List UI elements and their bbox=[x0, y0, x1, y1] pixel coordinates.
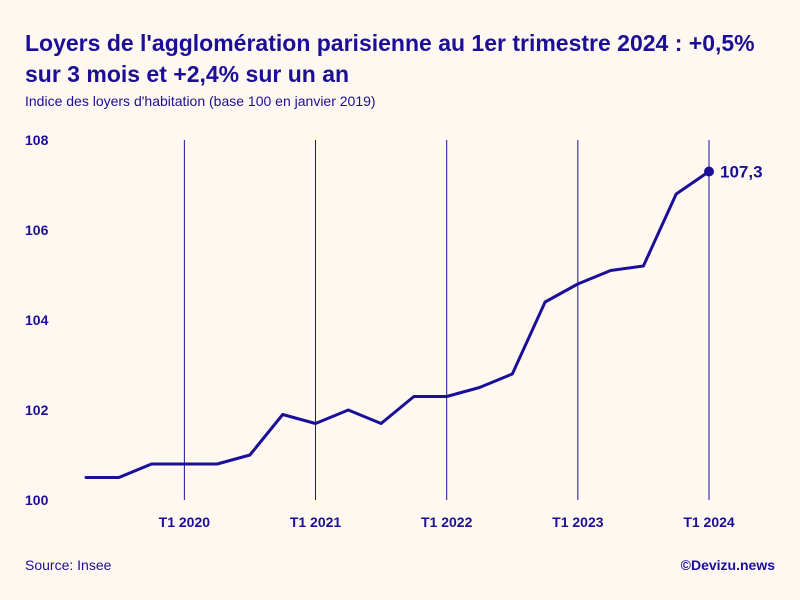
credit-link[interactable]: ©Devizu.news bbox=[680, 557, 775, 573]
x-tick-label: T1 2020 bbox=[159, 514, 211, 530]
y-tick-label: 108 bbox=[25, 132, 49, 148]
y-tick-label: 104 bbox=[25, 312, 49, 328]
y-tick-label: 102 bbox=[25, 402, 49, 418]
x-tick-label: T1 2023 bbox=[552, 514, 604, 530]
x-tick-label: T1 2024 bbox=[683, 514, 735, 530]
last-value-label: 107,3 bbox=[720, 163, 763, 182]
source-note: Source: Insee bbox=[25, 557, 112, 573]
chart-subtitle: Indice des loyers d'habitation (base 100… bbox=[25, 93, 376, 109]
x-tick-label: T1 2021 bbox=[290, 514, 342, 530]
y-tick-label: 106 bbox=[25, 222, 49, 238]
y-tick-label: 100 bbox=[25, 492, 49, 508]
chart-title: Loyers de l'agglomération parisienne au … bbox=[25, 30, 755, 87]
last-point-marker bbox=[704, 166, 714, 177]
series-line bbox=[84, 170, 711, 479]
x-tick-label: T1 2022 bbox=[421, 514, 473, 530]
